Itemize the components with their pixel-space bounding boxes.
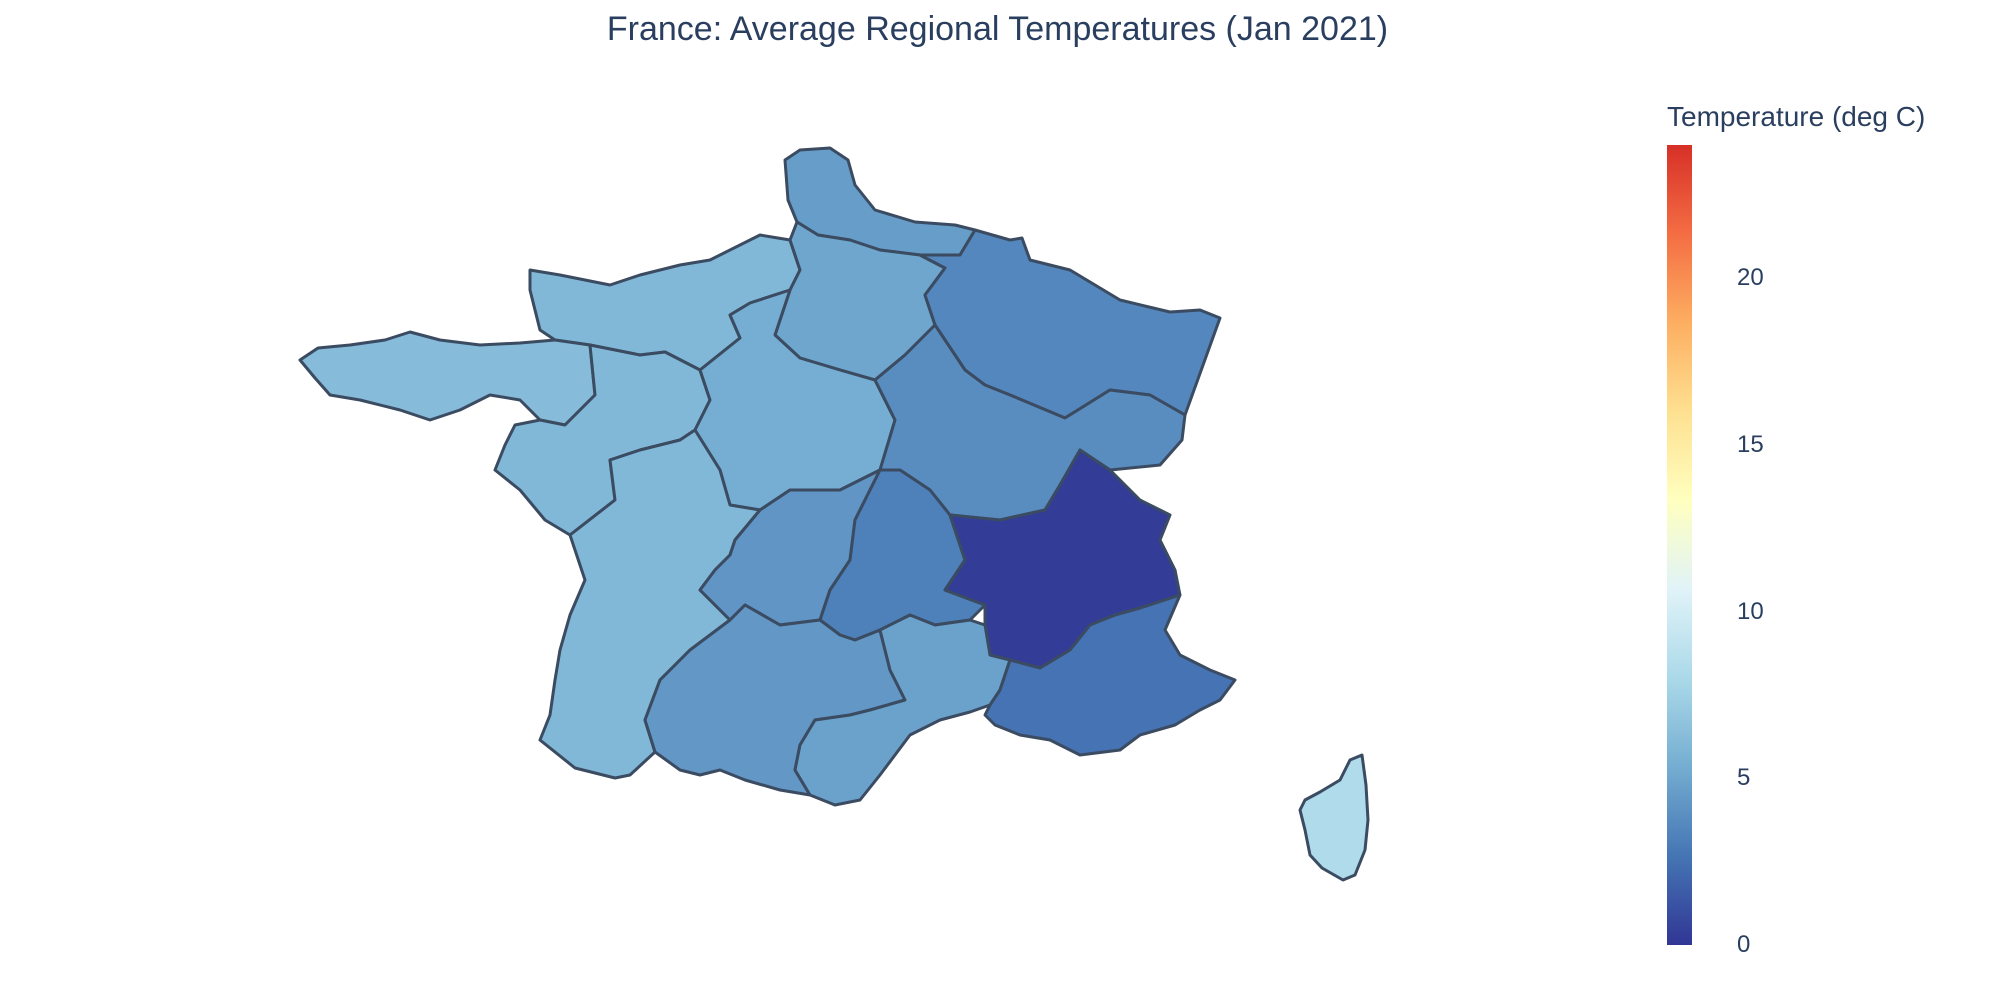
colorbar-tick-20: 20 bbox=[1737, 264, 1764, 292]
colorbar-tick-10: 10 bbox=[1737, 597, 1764, 625]
colorbar-tick-0: 0 bbox=[1737, 931, 1751, 958]
chart-title: France: Average Regional Temperatures (J… bbox=[606, 10, 1389, 48]
region-provence-alpes-cote-d-azur[interactable] bbox=[983, 593, 1237, 757]
region-languedoc[interactable] bbox=[793, 613, 1012, 807]
colorbar-gradient bbox=[1667, 145, 1692, 945]
colorbar-tick-5: 5 bbox=[1737, 764, 1751, 792]
colorbar bbox=[1667, 145, 1692, 945]
region-corse[interactable] bbox=[1298, 753, 1370, 882]
colorbar-tick-15: 15 bbox=[1737, 431, 1764, 458]
colorbar-title: Temperature (deg C) bbox=[1667, 101, 1926, 132]
region-bretagne[interactable] bbox=[298, 330, 597, 427]
